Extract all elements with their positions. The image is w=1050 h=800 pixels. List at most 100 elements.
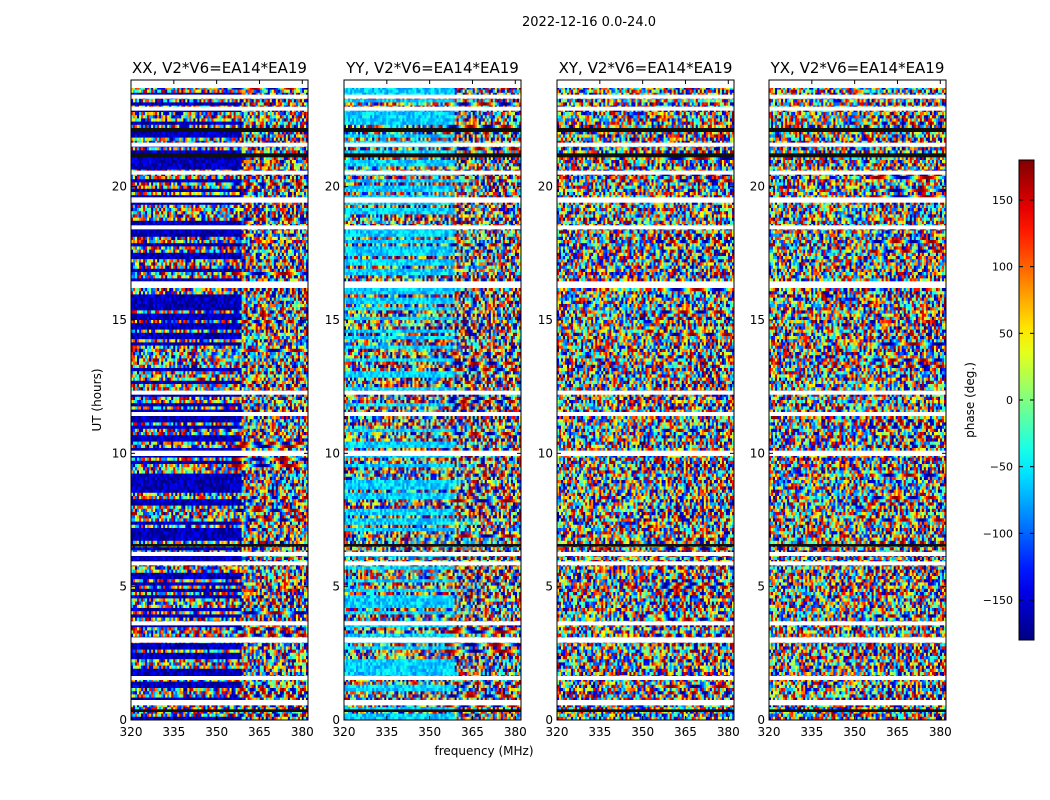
dark-band [769,709,946,712]
figure-title: 2022-12-16 0.0-24.0 [522,15,656,30]
x-tick-label: 365 [461,725,484,739]
flagged-band [344,561,521,565]
flagged-band [557,561,734,565]
flagged-band [769,561,946,565]
flagged-band [344,637,521,642]
x-tick-label: 335 [800,725,823,739]
flagged-band [131,143,308,147]
heatmap-yx [769,80,946,720]
flagged-band [769,412,946,416]
flagged-band [131,621,308,625]
dark-band [344,544,521,547]
flagged-band [557,171,734,175]
x-tick-label: 335 [162,725,185,739]
y-tick-label: 0 [757,713,765,727]
x-tick-label: 335 [588,725,611,739]
dark-band [557,153,734,157]
colorbar-label: phase (deg.) [963,362,977,438]
x-tick-label: 380 [929,725,952,739]
colorbar-tick-label: −100 [983,527,1013,540]
flagged-band [131,676,308,680]
flagged-band [769,171,946,175]
flagged-band [557,637,734,642]
flagged-band [344,95,521,99]
flagged-band [131,637,308,642]
flagged-band [344,552,521,556]
y-tick-label: 0 [119,713,127,727]
x-tick-label: 320 [333,725,356,739]
dark-band [769,544,946,547]
flagged-band [557,552,734,556]
panel-title: YX, V2*V6=EA14*EA19 [770,59,945,77]
colorbar-tick-label: −50 [990,461,1013,474]
y-tick-label: 20 [112,180,127,194]
y-tick-label: 5 [545,580,553,594]
flagged-band [344,412,521,416]
flagged-band [131,451,308,456]
flagged-band [344,197,521,202]
flagged-band [131,95,308,99]
flagged-band [557,621,734,625]
y-tick-label: 15 [538,313,553,327]
flagged-band [557,391,734,395]
x-tick-label: 350 [631,725,654,739]
dark-band [344,128,521,132]
flagged-band [131,391,308,395]
heatmap-xx [131,80,308,720]
dark-band [557,544,734,547]
y-tick-label: 10 [325,446,340,460]
flagged-band [557,197,734,202]
y-tick-label: 10 [112,446,127,460]
flagged-band [769,225,946,229]
flagged-band [769,107,946,111]
flagged-band [557,225,734,229]
y-tick-label: 0 [332,713,340,727]
flagged-band [344,107,521,111]
flagged-band [344,621,521,625]
flagged-band [131,552,308,556]
flagged-band [769,143,946,147]
panel-title: XY, V2*V6=EA14*EA19 [559,59,733,77]
colorbar-tick-label: 150 [992,194,1013,207]
flagged-band [769,391,946,395]
dark-band [344,153,521,157]
flagged-band [769,676,946,680]
x-tick-label: 320 [546,725,569,739]
y-tick-label: 15 [112,313,127,327]
flagged-band [131,107,308,111]
flagged-band [131,197,308,202]
flagged-band [344,451,521,456]
dark-band [557,709,734,712]
colorbar-tick-label: −150 [983,594,1013,607]
dark-band [131,128,308,132]
y-tick-label: 0 [545,713,553,727]
flagged-band [131,281,308,288]
y-tick-label: 15 [325,313,340,327]
flagged-band [769,637,946,642]
dark-band [344,709,521,712]
x-tick-label: 380 [504,725,527,739]
panel-title: YY, V2*V6=EA14*EA19 [345,59,519,77]
flagged-band [557,80,734,88]
flagged-band [131,412,308,416]
flagged-band [769,700,946,705]
colorbar-tick-label: 50 [999,327,1013,340]
flagged-band [557,412,734,416]
flagged-band [557,676,734,680]
flagged-band [769,451,946,456]
flagged-band [131,700,308,705]
x-tick-label: 365 [248,725,271,739]
flagged-band [557,281,734,288]
y-tick-label: 20 [750,180,765,194]
flagged-band [769,197,946,202]
flagged-band [769,95,946,99]
flagged-band [557,451,734,456]
flagged-band [344,700,521,705]
dark-band [131,153,308,157]
flagged-band [131,561,308,565]
flagged-band [557,95,734,99]
